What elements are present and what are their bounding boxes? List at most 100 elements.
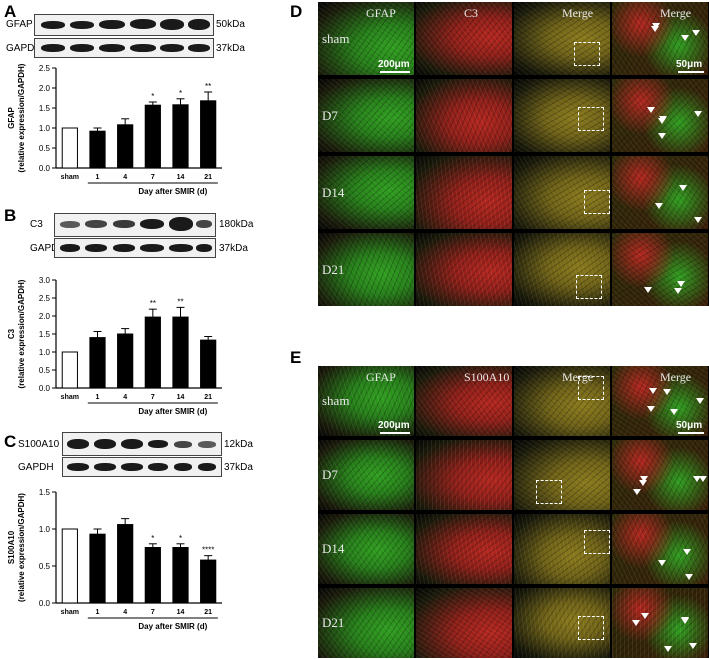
blot-c-protein-label: S100A10 [18, 439, 60, 450]
x-axis-label: Day after SMIR (d) [138, 407, 207, 416]
x-axis-label: Day after SMIR (d) [138, 622, 207, 631]
panel-label-d: D [290, 2, 303, 21]
significance-mark: * [151, 92, 154, 101]
micrograph-D7-1 [416, 79, 512, 152]
x-tick-label: 21 [204, 609, 212, 616]
bar-chart-gfap: 0.0 0.5 1.0 1.5 2.0 2.5 GFAP (relative expressi… [7, 63, 222, 196]
micrograph-D14-2 [514, 156, 610, 229]
micrograph-column-label: S100A10 [464, 370, 510, 384]
significance-mark: ** [205, 82, 211, 91]
micrograph-column-label: C3 [464, 6, 479, 20]
significance-mark: ** [177, 297, 183, 306]
y-tick-label: 0.0 [39, 599, 51, 608]
blot-b-loading [54, 238, 216, 258]
arrowhead-icon [699, 476, 707, 482]
micrograph-D21-2 [514, 588, 610, 658]
arrowhead-icon [681, 35, 689, 41]
scale-bar-label-200: 200μm [378, 420, 410, 431]
arrowhead-icon [693, 476, 701, 482]
blot-a-loading-label: GAPDH [6, 43, 42, 54]
x-tick-label: 21 [204, 394, 212, 401]
bar-7 [144, 547, 161, 604]
roi-box [584, 530, 610, 554]
arrowhead-icon [681, 617, 689, 623]
panel-label-a: A [4, 2, 17, 21]
blot-c-protein-mw: 12kDa [224, 439, 253, 450]
y-axis-label: S100A10 [7, 530, 16, 564]
roi-box [578, 376, 604, 400]
significance-mark: * [151, 534, 154, 543]
y-axis-label-2: (relative expression/GAPDH) [17, 493, 26, 602]
y-tick-label: 0.0 [39, 164, 51, 173]
bar-7 [144, 104, 161, 169]
row-label-D21: D21 [322, 261, 345, 277]
scale-bar-200 [380, 71, 410, 73]
x-tick-label: 21 [204, 174, 212, 181]
y-tick-label: 1.5 [39, 104, 51, 113]
micrograph-D7-0 [318, 79, 414, 152]
blot-a-loading-mw: 37kDa [216, 43, 245, 54]
y-axis-label-2: (relative expression/GAPDH) [17, 279, 26, 388]
arrowhead-icon [639, 480, 647, 486]
micrograph-D14-2 [514, 514, 610, 584]
roi-box [576, 275, 602, 299]
y-tick-label: 1.5 [39, 330, 51, 339]
micrograph-D14-0 [318, 156, 414, 229]
bar-21 [200, 339, 217, 389]
micrograph-D14-3 [612, 514, 708, 584]
panel-label-e: E [290, 348, 302, 367]
micrograph-D14-0 [318, 514, 414, 584]
blot-a-protein-label: GFAP [6, 19, 33, 30]
x-tick-label: 1 [96, 609, 100, 616]
micrograph-sham-1 [416, 366, 512, 436]
x-tick-label: 1 [96, 394, 100, 401]
bar-sham [61, 351, 78, 389]
row-label-D21: D21 [322, 615, 345, 630]
x-tick-label: 4 [123, 174, 127, 181]
y-tick-label: 1.0 [39, 525, 51, 534]
x-tick-label: 7 [151, 174, 155, 181]
roi-box [578, 616, 604, 640]
arrowhead-icon [664, 646, 672, 652]
bar-21 [200, 559, 217, 604]
row-label-D14: D14 [322, 541, 345, 556]
bar-7 [144, 316, 161, 389]
bar-4 [117, 333, 134, 389]
y-tick-label: 2.0 [39, 84, 51, 93]
blot-b-loading-mw: 37kDa [219, 243, 248, 254]
arrowhead-icon [685, 574, 693, 580]
arrowhead-icon [651, 26, 659, 32]
arrowhead-icon [652, 23, 660, 29]
micrograph-sham-1 [416, 2, 512, 75]
arrowhead-icon [696, 398, 704, 404]
arrowhead-icon [649, 388, 657, 394]
micrograph-D21-1 [416, 588, 512, 658]
micrograph-sham-3 [612, 366, 708, 436]
micrograph-D7-0 [318, 440, 414, 510]
scale-bar-50 [678, 71, 704, 73]
bar-14 [172, 316, 189, 389]
x-tick-label: sham [61, 394, 79, 401]
arrowhead-icon [689, 643, 697, 649]
scale-bar-50 [678, 432, 704, 434]
x-tick-label: 7 [151, 609, 155, 616]
x-tick-label: 14 [177, 609, 185, 616]
arrowhead-icon [647, 406, 655, 412]
row-label-D7: D7 [322, 467, 338, 482]
row-label-sham: sham [322, 30, 350, 46]
y-tick-label: 2.5 [39, 294, 51, 303]
row-label-sham: sham [322, 393, 350, 408]
significance-mark: **** [202, 546, 214, 555]
y-axis-label: GFAP [7, 106, 16, 128]
y-tick-label: 1.0 [39, 124, 51, 133]
micrograph-sham-3 [612, 2, 708, 75]
x-tick-label: 14 [177, 394, 185, 401]
arrowhead-icon [679, 185, 687, 191]
roi-box [574, 42, 600, 66]
bar-4 [117, 124, 134, 169]
micrograph-D14-1 [416, 514, 512, 584]
blot-a-protein [34, 14, 214, 36]
micrograph-sham-2 [514, 366, 610, 436]
scale-bar-label-50: 50μm [676, 420, 703, 431]
arrowhead-icon [663, 389, 671, 395]
